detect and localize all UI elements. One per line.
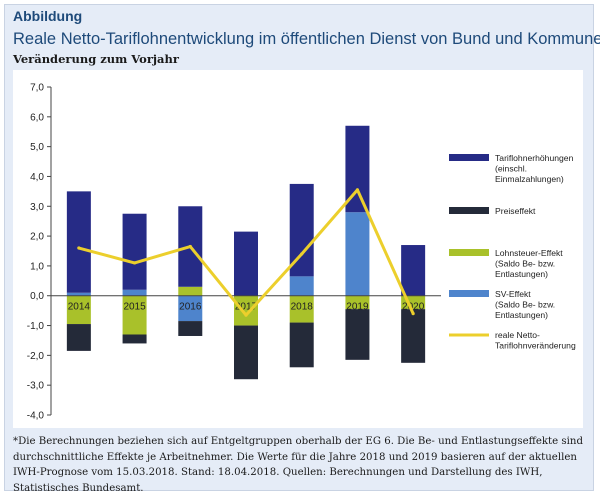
- line-point: [244, 313, 248, 317]
- bar-lohnsteuer-effekt: [178, 286, 203, 296]
- line-point: [188, 244, 192, 249]
- bar-preiseffekt: [401, 309, 426, 363]
- y-tick-label: 2,0: [30, 232, 44, 243]
- bar-lohnsteuer-effekt: [345, 295, 370, 310]
- bar-tariflohn: [401, 245, 426, 296]
- legend-preiseffekt-swatch: [449, 207, 489, 214]
- bar-preiseffekt: [66, 324, 91, 351]
- bar-sv-effekt: [122, 289, 147, 296]
- legend-preiseffekt-label: Preiseffekt: [495, 206, 536, 216]
- legend-sv-effekt-swatch: [449, 290, 489, 297]
- legend-sv-effekt-label: SV-Effekt (Saldo Be- bzw. Entlastungen): [495, 289, 555, 320]
- bar-sv-effekt: [66, 292, 91, 296]
- x-category-label: 2014: [68, 302, 91, 313]
- x-category-label: 2016: [179, 302, 202, 313]
- bar-lohnsteuer-effekt: [122, 295, 147, 335]
- legend-tariflohn-label: Tariflohnerhöhungen (einschl. Einmalzahlun…: [495, 153, 574, 184]
- x-category-label: 2017: [235, 302, 258, 313]
- y-tick-label: -1,0: [27, 321, 45, 332]
- line-point: [411, 312, 415, 316]
- bar-sv-effekt: [178, 295, 203, 322]
- line-point: [132, 261, 137, 265]
- x-category-label: 2015: [123, 302, 146, 313]
- bar-preiseffekt: [289, 322, 314, 368]
- x-category-label: 2018: [291, 302, 314, 313]
- bar-preiseffekt: [234, 325, 258, 380]
- legend-tariflohn-swatch: [449, 154, 489, 161]
- legend-lohnsteuer-swatch: [449, 249, 489, 256]
- y-tick-label: 1,0: [30, 261, 44, 272]
- line-point: [300, 252, 304, 256]
- y-tick-label: 4,0: [30, 172, 44, 183]
- bar-tariflohn: [66, 191, 91, 293]
- y-tick-label: 0,0: [30, 291, 44, 302]
- legend-lohnsteuer-label: Lohnsteuer-Effekt (Saldo Be- bzw. Entlastu…: [495, 248, 563, 279]
- bar-lohnsteuer-effekt: [289, 295, 314, 323]
- chart-svg: -4,0 -3,0 -2,0 -1,0 0,0 1,0 2,0 3,0 4,0 5,0 6,0 7,0…: [27, 83, 576, 422]
- y-tick-label: 3,0: [30, 202, 44, 213]
- x-category-label: 2019: [346, 302, 369, 313]
- x-category-label: 2020: [402, 302, 425, 313]
- y-tick-label: 6,0: [30, 112, 44, 123]
- footnote: *Die Berechnungen beziehen sich auf Entg…: [13, 436, 583, 494]
- chart-subtitle: Veränderung zum Vorjahr: [13, 52, 179, 66]
- chart-title: Reale Netto-Tariflohnentwicklung im öffe…: [13, 30, 600, 48]
- y-tick-label: -3,0: [27, 381, 45, 392]
- bar-sv-effekt: [289, 276, 314, 296]
- y-tick-label: -2,0: [27, 351, 45, 362]
- plot-area: -4,0 -3,0 -2,0 -1,0 0,0 1,0 2,0 3,0 4,0 5,0 6,0 7,0…: [13, 70, 583, 428]
- line-point: [77, 246, 81, 250]
- bar-tariflohn: [122, 213, 147, 290]
- bar-sv-effekt: [345, 212, 370, 296]
- line-point: [355, 188, 360, 192]
- bar-preiseffekt: [122, 334, 147, 344]
- bar-preiseffekt: [345, 309, 370, 360]
- legend-netto-tariflohn-label: reale Netto-Tariflohnveränderung: [495, 330, 576, 351]
- bar-lohnsteuer-effekt: [66, 295, 91, 325]
- figure-kicker: Abbildung: [13, 8, 83, 24]
- y-tick-label: 7,0: [30, 83, 44, 94]
- bar-preiseffekt: [178, 321, 203, 336]
- bar-lohnsteuer-effekt: [234, 295, 258, 326]
- y-tick-label: -4,0: [27, 411, 45, 422]
- y-tick-label: 5,0: [30, 142, 44, 153]
- bar-tariflohn: [234, 231, 258, 296]
